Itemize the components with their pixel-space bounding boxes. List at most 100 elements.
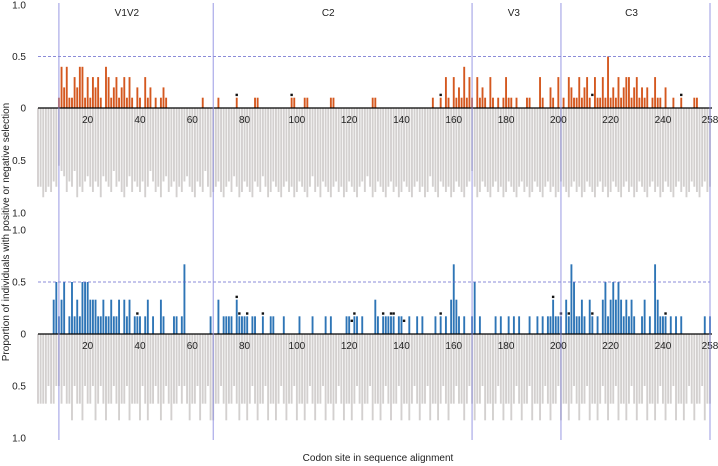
- negative-bar: [105, 334, 107, 421]
- negative-bar: [175, 334, 178, 404]
- negative-bar: [269, 334, 272, 404]
- negative-bar: [502, 334, 505, 421]
- negative-bar: [614, 108, 617, 187]
- positive-bar: [643, 97, 646, 108]
- positive-bar: [620, 97, 623, 108]
- positive-bar: [518, 316, 521, 334]
- positive-bar: [431, 97, 434, 108]
- negative-bar: [84, 108, 87, 182]
- negative-bar: [659, 108, 662, 198]
- positive-bar: [173, 316, 175, 334]
- negative-bar: [152, 108, 154, 182]
- negative-bar: [322, 108, 324, 182]
- negative-bar: [356, 334, 358, 386]
- negative-bar: [575, 108, 578, 192]
- positive-bar: [680, 316, 683, 334]
- positive-bar: [695, 97, 698, 108]
- positive-bar: [159, 299, 162, 334]
- negative-bar: [622, 334, 625, 404]
- negative-bar: [662, 108, 664, 192]
- negative-bar: [662, 334, 664, 404]
- negative-bar: [81, 334, 84, 421]
- negative-bar: [601, 334, 604, 386]
- negative-bar: [193, 108, 196, 198]
- negative-bar: [363, 334, 366, 404]
- negative-bar: [382, 334, 385, 404]
- positive-bar: [78, 66, 81, 108]
- positive-bar: [607, 56, 609, 108]
- positive-bar: [604, 282, 607, 334]
- negative-bar: [431, 108, 434, 187]
- negative-bar: [617, 108, 620, 192]
- positive-bar: [329, 316, 332, 334]
- negative-bar: [591, 334, 594, 404]
- positive-bar: [622, 316, 625, 334]
- negative-bar: [342, 334, 345, 421]
- negative-bar: [139, 334, 141, 421]
- negative-bar: [157, 334, 160, 404]
- negative-bar: [682, 334, 685, 421]
- negative-bar: [541, 334, 544, 404]
- negative-bar: [507, 334, 510, 404]
- negative-bar: [115, 334, 118, 404]
- negative-bar: [539, 108, 541, 192]
- negative-bar: [254, 108, 256, 182]
- negative-bar: [476, 334, 479, 404]
- negative-bar: [515, 108, 518, 198]
- negative-bar: [112, 108, 115, 171]
- positive-bar: [484, 97, 487, 108]
- positive-bar: [416, 316, 419, 334]
- negative-bar: [392, 108, 395, 192]
- negative-bar: [199, 108, 202, 187]
- positive-bar: [515, 97, 518, 108]
- negative-bar: [468, 108, 471, 182]
- positive-bar: [447, 97, 450, 108]
- negative-bar: [701, 334, 704, 386]
- negative-bar: [39, 334, 42, 404]
- negative-bar: [199, 334, 202, 421]
- negative-bar: [256, 108, 259, 187]
- negative-bar: [264, 108, 267, 187]
- negative-bar: [324, 108, 327, 187]
- x-tick-label: 240: [655, 115, 672, 126]
- negative-bar: [400, 108, 403, 192]
- positive-bar: [269, 316, 272, 334]
- negative-bar: [659, 334, 662, 386]
- y-axis-title: Proportion of individuals with positive …: [1, 103, 12, 361]
- negative-bar: [682, 108, 685, 187]
- negative-bar: [220, 334, 222, 386]
- negative-bar: [437, 334, 439, 421]
- negative-bar: [651, 108, 654, 182]
- positive-bar: [361, 316, 364, 334]
- positive-bar: [580, 97, 583, 108]
- x-tick-label: 60: [187, 341, 199, 352]
- negative-bar: [149, 108, 152, 171]
- y-tick-label: 0: [20, 330, 26, 341]
- negative-bar: [225, 334, 228, 421]
- negative-bar: [102, 334, 105, 404]
- positive-bar: [562, 97, 565, 108]
- negative-bar: [690, 108, 693, 182]
- significance-marker: [245, 312, 249, 315]
- negative-bar: [319, 108, 322, 198]
- positive-bar: [55, 282, 58, 334]
- negative-bar: [554, 108, 557, 198]
- x-tick-label: 120: [341, 115, 358, 126]
- negative-bar: [413, 334, 416, 386]
- negative-bar: [533, 108, 536, 182]
- negative-bar: [97, 334, 100, 404]
- negative-bar: [549, 108, 552, 192]
- positive-bar: [324, 316, 327, 334]
- negative-bar: [447, 334, 450, 421]
- positive-bar: [94, 299, 97, 334]
- positive-bar: [217, 97, 220, 108]
- negative-bar: [314, 108, 317, 192]
- negative-bar: [478, 108, 481, 192]
- positive-bar: [481, 87, 484, 108]
- negative-bar: [136, 334, 139, 404]
- negative-bar: [371, 108, 374, 198]
- negative-bar: [186, 334, 188, 404]
- negative-bar: [499, 334, 502, 404]
- negative-bar: [463, 108, 466, 198]
- negative-bar: [37, 334, 39, 404]
